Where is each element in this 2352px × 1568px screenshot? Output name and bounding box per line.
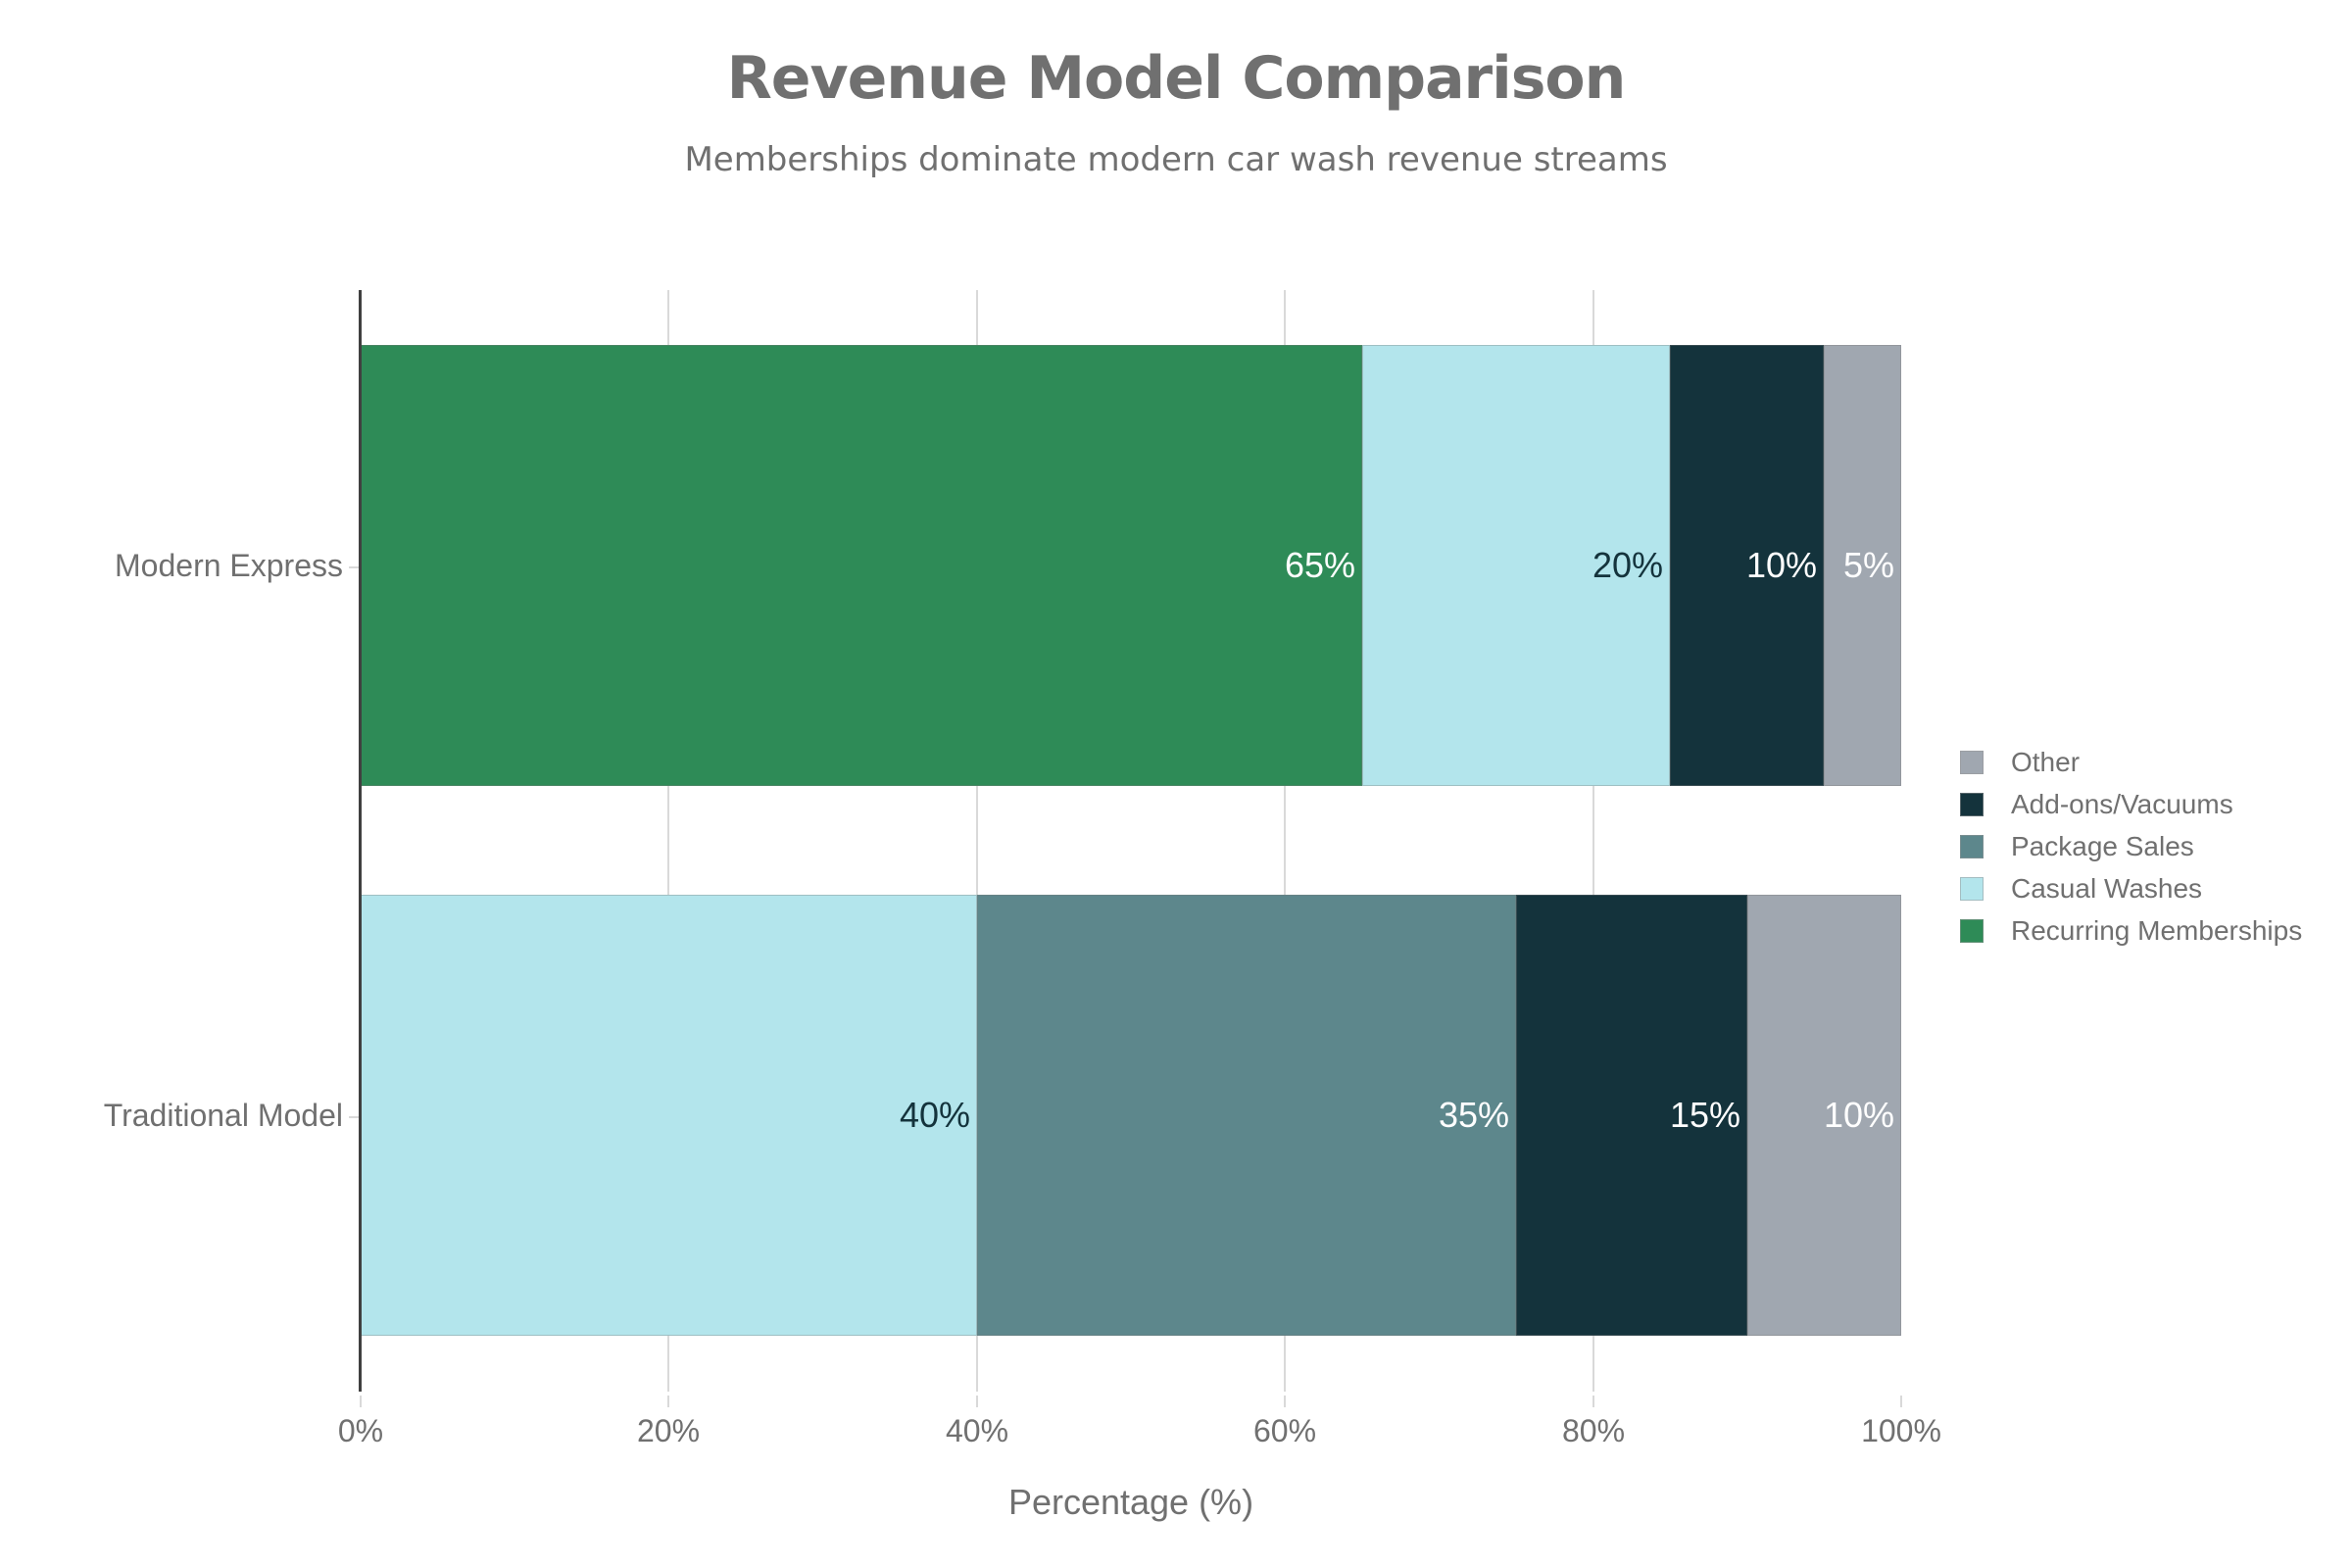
y-tick [349,566,359,568]
x-tick-label: 40% [945,1413,1009,1448]
x-axis-title: Percentage (%) [1007,1482,1254,1522]
y-category-label: Modern Express [115,548,343,583]
data-label: 40% [899,1095,970,1135]
legend: Other Add-ons/Vacuums Package Sales Casu… [1960,741,2302,952]
segment-casual-washes[interactable]: 20% [1362,345,1670,786]
y-category-label: Traditional Model [103,1098,343,1133]
x-tick-label: 20% [636,1413,701,1448]
gridline [976,290,978,1392]
data-label: 10% [1823,1095,1894,1135]
legend-swatch-icon [1960,876,1984,901]
data-label: 5% [1842,545,1894,585]
legend-label: Recurring Memberships [2011,914,2303,946]
legend-label: Package Sales [2011,830,2194,861]
legend-swatch-icon [1960,750,1984,774]
legend-item-casual-washes[interactable]: Casual Washes [1960,867,2302,909]
data-label: 15% [1669,1095,1740,1135]
legend-label: Casual Washes [2011,872,2203,904]
legend-label: Add-ons/Vacuums [2011,788,2233,819]
data-label: 65% [1284,545,1355,585]
gridline [667,290,669,1392]
segment-other[interactable]: 5% [1824,345,1901,786]
legend-swatch-icon [1960,834,1984,858]
chart-subtitle: Memberships dominate modern car wash rev… [684,140,1668,179]
legend-item-recurring-memberships[interactable]: Recurring Memberships [1960,909,2302,952]
bar-modern-express: 65% 20% 10% 5% [361,345,1901,786]
x-tick [360,1396,362,1407]
x-tick-label: 60% [1252,1413,1317,1448]
plot-area: 65% 20% 10% 5% 40% 35% 15% 10% 0% 20% 40… [338,290,1941,1448]
x-tick-label: 0% [337,1413,384,1448]
data-label: 20% [1592,545,1663,585]
x-tick [1900,1396,1902,1407]
legend-label: Other [2011,746,2081,777]
segment-add-ons-vacuums[interactable]: 10% [1670,345,1824,786]
legend-swatch-icon [1960,792,1984,816]
gridline [1284,290,1286,1392]
legend-swatch-icon [1960,918,1984,943]
x-tick [1284,1396,1286,1407]
gridline [1592,290,1594,1392]
segment-package-sales[interactable]: 35% [977,895,1516,1336]
segment-add-ons-vacuums[interactable]: 15% [1516,895,1747,1336]
segment-casual-washes[interactable]: 40% [361,895,977,1336]
x-tick-label: 80% [1561,1413,1626,1448]
y-tick [349,1116,359,1118]
x-tick [667,1396,669,1407]
legend-item-package-sales[interactable]: Package Sales [1960,825,2302,867]
x-tick-label: 100% [1861,1413,1941,1448]
segment-other[interactable]: 10% [1747,895,1901,1336]
x-tick [1592,1396,1594,1407]
data-label: 35% [1438,1095,1509,1135]
legend-item-add-ons-vacuums[interactable]: Add-ons/Vacuums [1960,783,2302,825]
bar-traditional-model: 40% 35% 15% 10% [361,895,1901,1336]
segment-recurring-memberships[interactable]: 65% [361,345,1362,786]
legend-item-other[interactable]: Other [1960,741,2302,783]
y-axis-line [359,290,362,1392]
chart-title: Revenue Model Comparison [726,44,1627,113]
data-label: 10% [1745,545,1817,585]
x-tick [976,1396,978,1407]
